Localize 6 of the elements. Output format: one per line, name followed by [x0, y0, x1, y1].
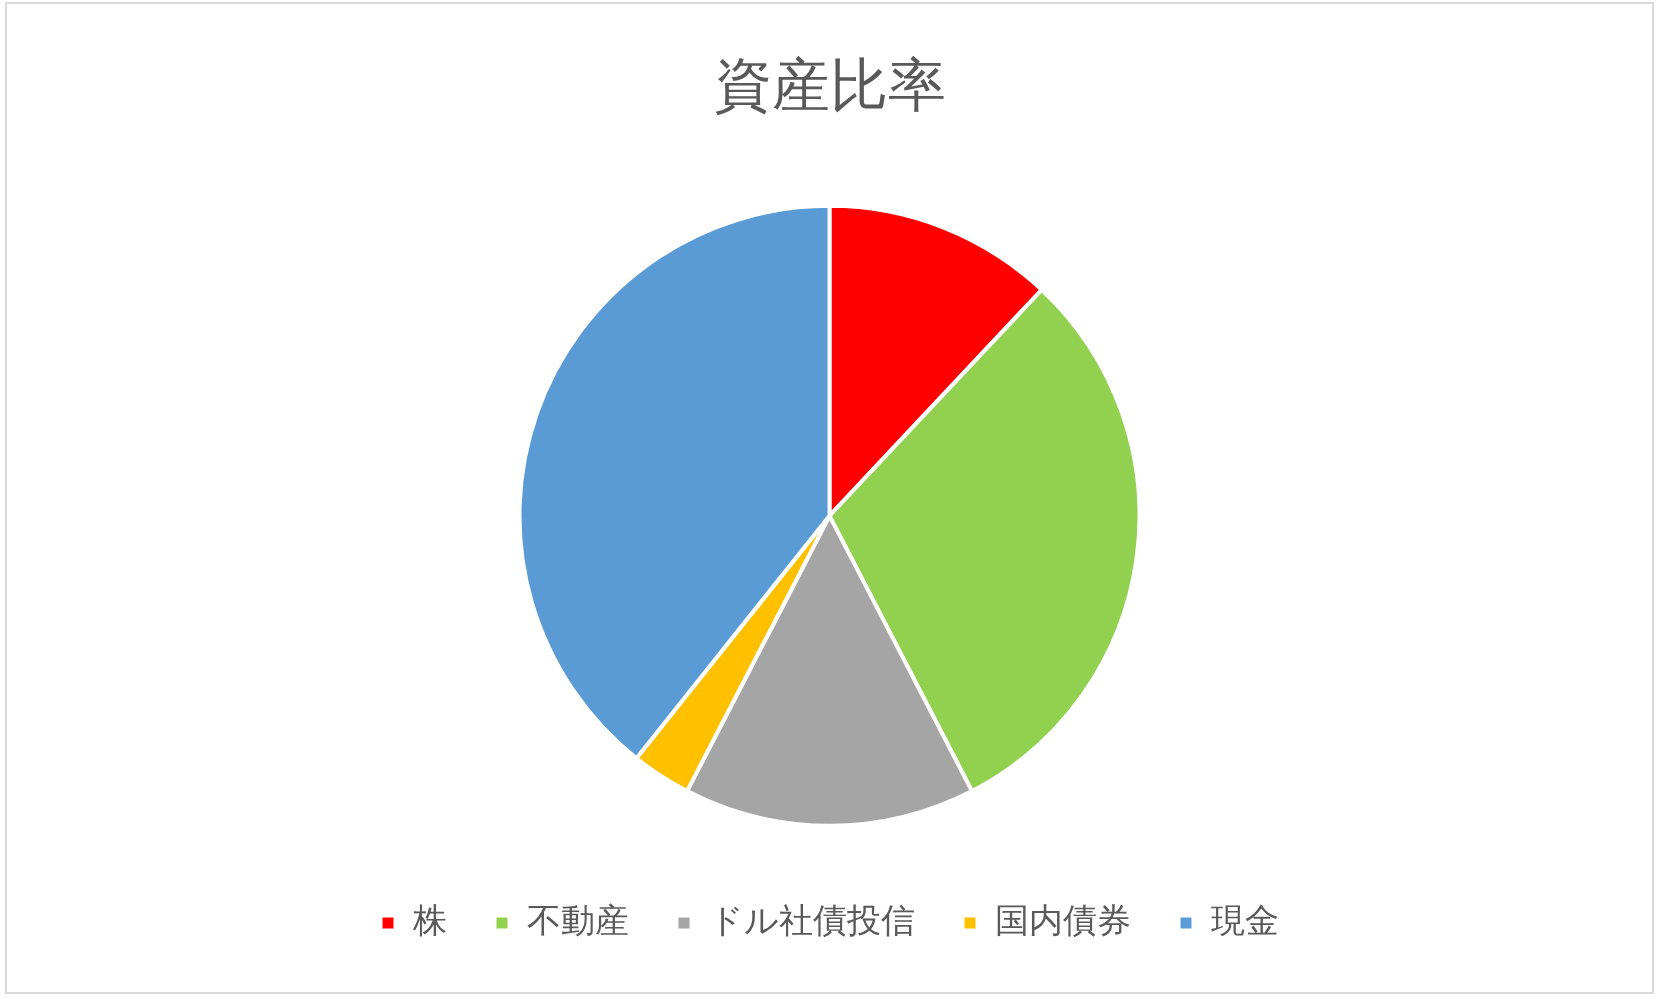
legend-label: 株	[411, 899, 447, 940]
legend-label: ドル社債投信	[708, 899, 915, 940]
legend-label: 現金	[1210, 899, 1279, 940]
chart-title: 資産比率	[713, 50, 946, 119]
legend-label: 国内債券	[994, 899, 1131, 940]
legend-label: 不動産	[526, 899, 629, 940]
